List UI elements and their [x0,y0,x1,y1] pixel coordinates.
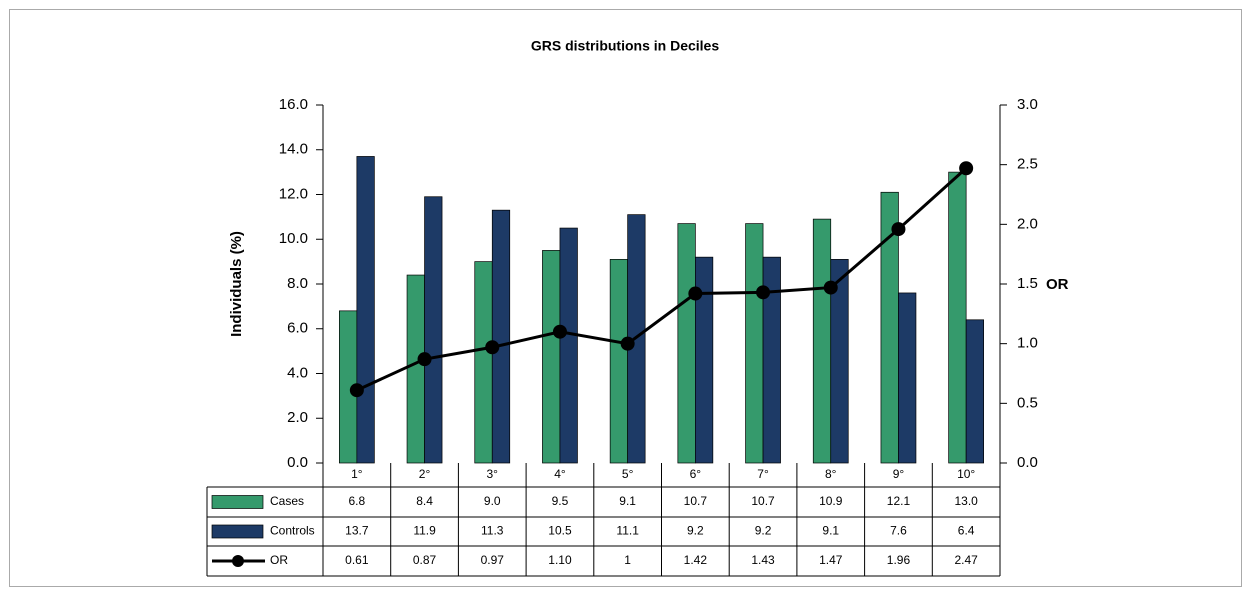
or-marker [891,222,906,237]
bar [609,259,629,464]
or-marker [417,352,432,367]
or-marker [959,161,974,176]
table-value: 1.42 [684,553,708,567]
table-value: 0.87 [413,553,437,567]
bar [424,196,443,464]
or-marker [349,383,364,398]
bar [406,274,425,464]
bar [694,256,714,464]
x-tick-label: 10° [957,467,975,481]
y2-tick-label: 2.0 [1017,215,1038,232]
legend-label: Controls [270,524,315,538]
table-value: 1.10 [548,553,572,567]
table-value: 13.7 [345,524,369,538]
legend-marker [232,555,244,567]
table-value: 9.0 [484,494,501,508]
or-line [356,167,968,392]
or-marker [756,285,771,300]
y-tick-label: 14.0 [279,141,308,158]
y-tick-label: 10.0 [279,230,308,247]
table-value: 11.9 [413,524,436,538]
or-marker [620,336,635,351]
or-marker [552,324,567,339]
table-value: 0.97 [481,553,505,567]
x-tick-label: 7° [757,467,769,481]
chart-title: GRS distributions in Deciles [531,38,719,54]
y2-tick-label: 1.5 [1017,275,1038,292]
y-tick-label: 2.0 [287,409,308,426]
table-value: 10.9 [819,494,843,508]
table-value: 1.47 [819,553,843,567]
or-marker [688,286,703,301]
bar [965,319,985,464]
y2-tick-label: 2.5 [1017,156,1038,173]
or-marker [485,340,500,355]
table-value: 6.8 [349,494,366,508]
x-tick-label: 2° [419,467,431,481]
table-value: 10.7 [751,494,775,508]
table-value: 0.61 [345,553,369,567]
table-value: 9.2 [687,524,704,538]
table-value: 7.6 [890,524,907,538]
legend-label: OR [270,553,288,567]
legend-label: Cases [270,494,304,508]
x-tick-label: 9° [893,467,905,481]
or-marker [823,280,838,295]
table-value: 9.1 [619,494,636,508]
bar [677,223,696,464]
bar [898,292,917,464]
y-tick-label: 6.0 [287,320,308,337]
y2-tick-label: 1.0 [1017,335,1038,352]
bar [491,209,511,464]
table-value: 2.47 [954,553,978,567]
table-value: 1 [624,553,631,567]
y-axis-label: Individuals (%) [228,231,245,337]
y-tick-label: 12.0 [279,185,308,202]
table-value: 11.1 [616,524,639,538]
x-tick-label: 5° [622,467,634,481]
x-tick-label: 1° [351,467,363,481]
table-value: 10.7 [684,494,708,508]
table-value: 12.1 [887,494,911,508]
table-value: 9.1 [822,524,839,538]
bar [474,261,493,464]
table-value: 10.5 [548,524,572,538]
table-value: 9.5 [552,494,569,508]
table-value: 1.43 [751,553,775,567]
y-tick-label: 8.0 [287,275,308,292]
y-tick-label: 4.0 [287,364,308,381]
y-tick-label: 0.0 [287,454,308,471]
bar [812,218,832,464]
table-value: 11.3 [481,524,504,538]
table-value: 6.4 [958,524,975,538]
x-tick-label: 6° [690,467,702,481]
x-tick-label: 8° [825,467,837,481]
table-value: 9.2 [755,524,772,538]
bar [762,256,781,464]
bar [830,259,849,464]
table-value: 13.0 [954,494,978,508]
x-tick-label: 3° [487,467,499,481]
y2-tick-label: 0.0 [1017,454,1038,471]
bar [542,250,561,464]
bar [559,227,578,464]
x-tick-label: 4° [554,467,566,481]
bar [948,171,967,464]
y2-tick-label: 3.0 [1017,96,1038,113]
bar [356,156,375,464]
legend-swatch [211,524,264,539]
bar [745,223,764,464]
y-tick-label: 16.0 [279,96,308,113]
table-value: 1.96 [887,553,911,567]
table-value: 8.4 [416,494,433,508]
legend-swatch [211,495,264,509]
y2-tick-label: 0.5 [1017,394,1038,411]
y2-axis-label: OR [1046,276,1069,293]
